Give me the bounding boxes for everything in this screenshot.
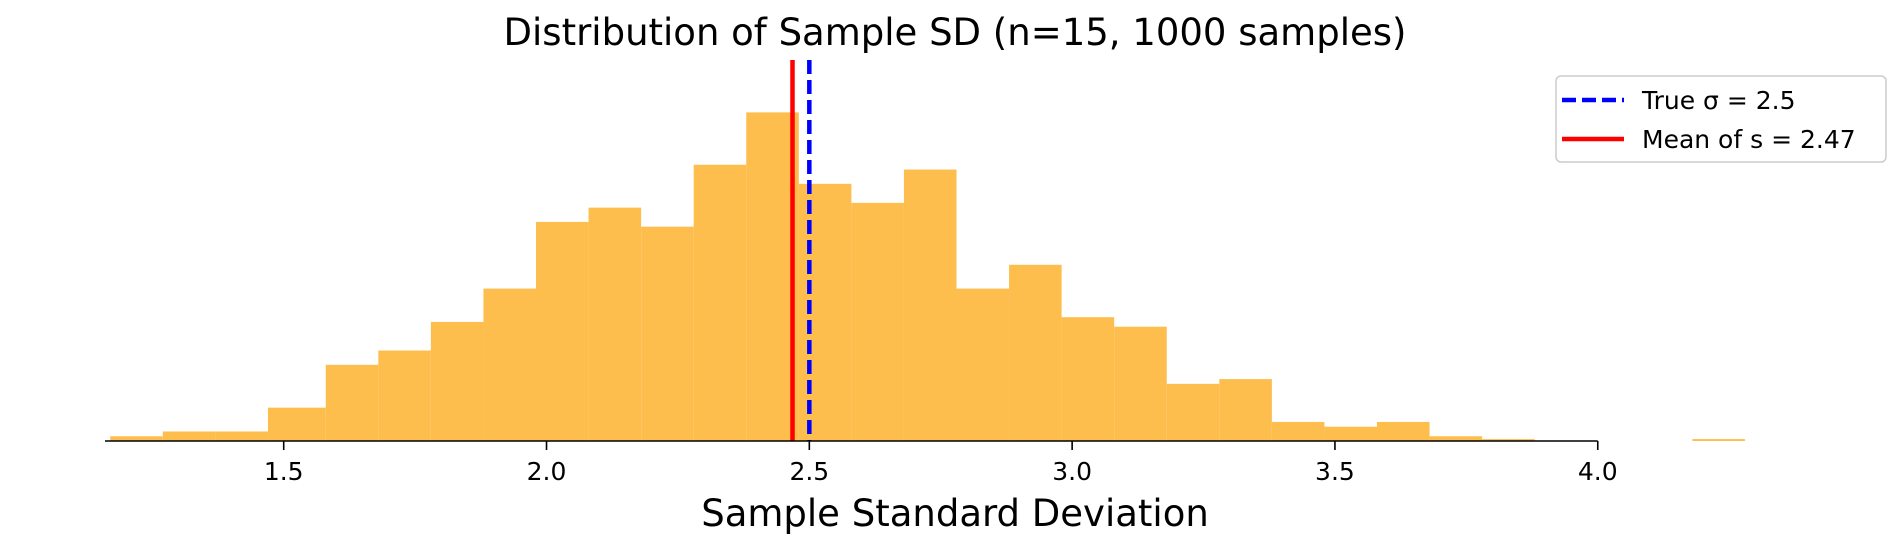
histogram-bar-1 — [162, 431, 216, 441]
histogram-bar-22 — [1271, 421, 1325, 441]
histogram-bar-11 — [693, 164, 747, 441]
histogram-bar-15 — [903, 169, 957, 441]
histogram-bar-9 — [588, 207, 642, 441]
histogram-bar-6 — [430, 321, 484, 441]
histogram-bar-16 — [956, 288, 1010, 441]
histogram-bar-19 — [1114, 326, 1167, 441]
histogram-bar-0 — [110, 436, 163, 441]
histogram-bar-4 — [325, 364, 379, 441]
legend-box — [1555, 75, 1887, 163]
x-tick-label-4: 3.5 — [1315, 457, 1355, 486]
histogram-bar-14 — [851, 202, 904, 441]
x-axis-ticks: 1.5 2.0 2.5 3.0 3.5 4.0 — [264, 441, 1618, 486]
histogram-bar-8 — [536, 221, 589, 441]
histogram-bar-20 — [1166, 383, 1220, 441]
x-tick-label-3: 3.0 — [1052, 457, 1092, 486]
histogram-bar-26 — [1482, 439, 1535, 441]
histogram-bar-25 — [1429, 436, 1483, 441]
x-axis-label: Sample Standard Deviation — [701, 492, 1209, 535]
legend-label-1: Mean of s = 2.47 — [1642, 125, 1856, 154]
x-tick-label-1: 2.0 — [527, 457, 567, 486]
histogram-bar-24 — [1376, 421, 1430, 441]
histogram-bar-10 — [641, 226, 694, 441]
x-tick-label-5: 4.0 — [1578, 457, 1618, 486]
x-tick-label-0: 1.5 — [264, 457, 304, 486]
histogram-bar-13 — [798, 183, 852, 441]
legend-label-0: True σ = 2.5 — [1641, 86, 1796, 115]
legend: True σ = 2.5 Mean of s = 2.47 — [1555, 75, 1887, 163]
histogram-bar-21 — [1219, 379, 1272, 441]
histogram-bar-18 — [1061, 317, 1115, 441]
reference-lines — [790, 60, 812, 441]
histogram-bars — [110, 112, 1745, 441]
histogram-bar-3 — [267, 407, 326, 441]
x-tick-label-2: 2.5 — [789, 457, 829, 486]
histogram-bar-5 — [378, 350, 431, 441]
histogram-bar-12 — [746, 112, 799, 441]
histogram-bar-2 — [215, 431, 268, 441]
histogram-bar-27 — [1692, 439, 1745, 441]
histogram-bar-7 — [483, 288, 537, 441]
chart-title: Distribution of Sample SD (n=15, 1000 sa… — [504, 11, 1407, 54]
histogram-bar-23 — [1324, 426, 1377, 441]
histogram-bar-17 — [1009, 264, 1062, 441]
